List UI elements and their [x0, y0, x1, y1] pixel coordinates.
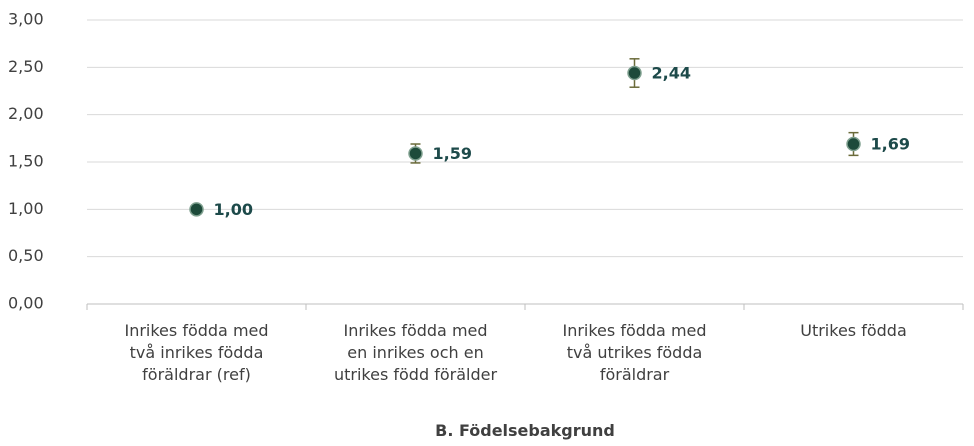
- point: [408, 146, 423, 161]
- x-tick-label: Inrikes födda med två utrikes födda förä…: [562, 321, 707, 384]
- data-label: 2,44: [652, 64, 691, 83]
- point: [627, 65, 642, 81]
- x-tick-label: Inrikes födda med två inrikes födda förä…: [124, 321, 269, 384]
- y-tick-label: 1,00: [8, 199, 44, 218]
- y-tick-label: 0,50: [8, 246, 44, 265]
- y-tick-label: 3,00: [8, 10, 44, 29]
- data-label: 1,00: [214, 200, 253, 219]
- y-tick-label: 1,50: [8, 152, 44, 171]
- data-label: 1,69: [871, 135, 910, 154]
- y-tick-label: 2,50: [8, 57, 44, 76]
- point: [846, 136, 861, 152]
- y-tick-label: 0,00: [8, 294, 44, 313]
- data-label: 1,59: [433, 144, 472, 163]
- y-tick-label: 2,00: [8, 104, 44, 123]
- x-axis-label: B. Födelsebakgrund: [435, 421, 615, 440]
- x-tick-label: Utrikes födda: [800, 321, 907, 340]
- x-tick-label: Inrikes födda med en inrikes och en utri…: [333, 321, 498, 384]
- point: [189, 202, 204, 217]
